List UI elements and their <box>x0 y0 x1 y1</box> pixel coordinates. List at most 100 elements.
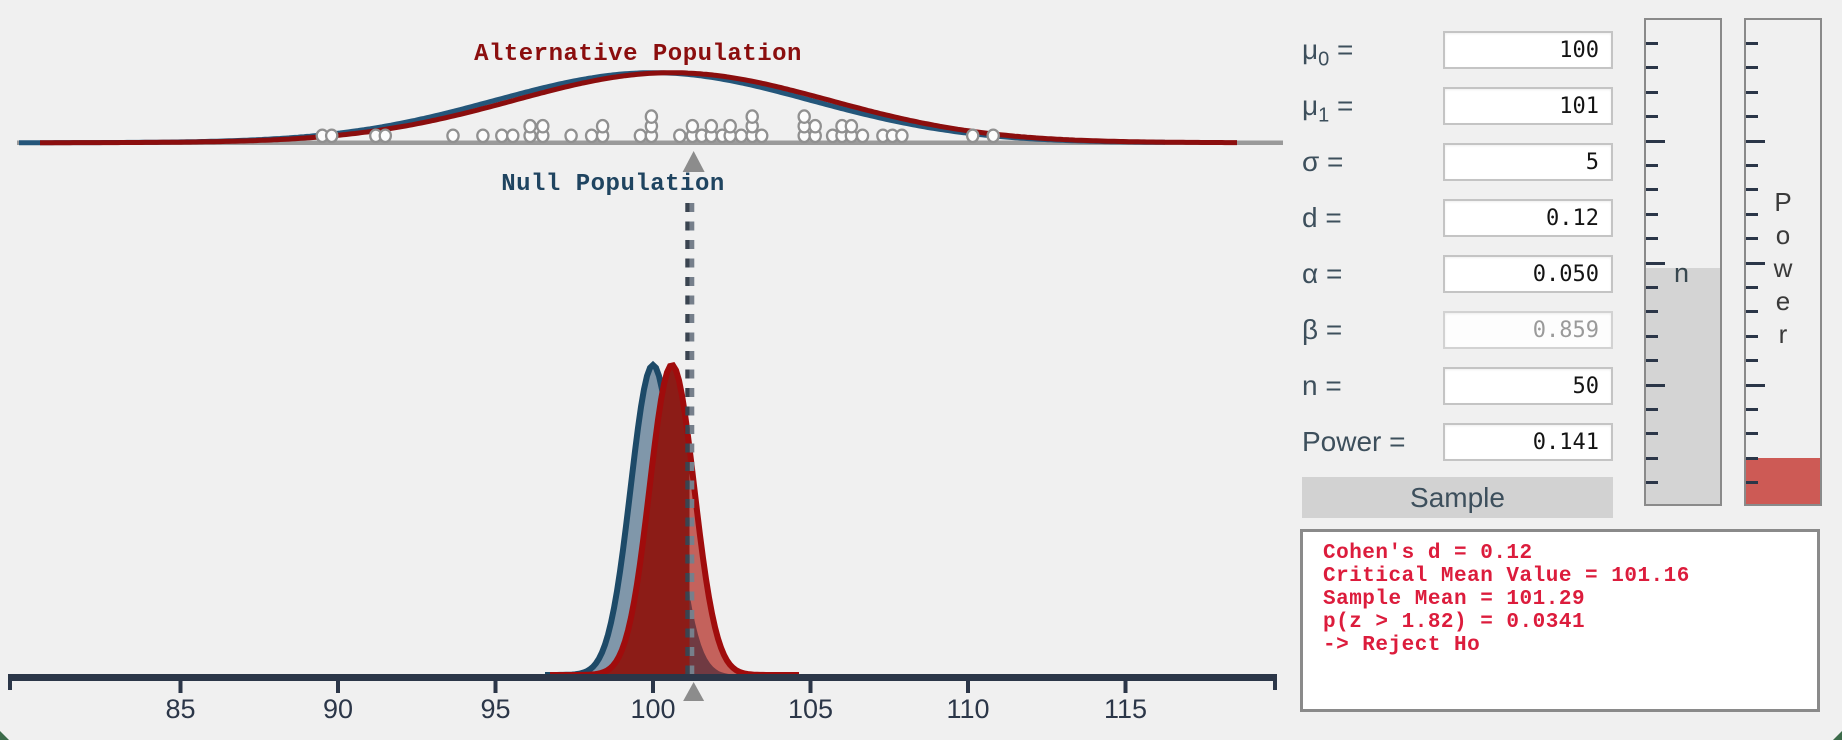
x-axis-tick-label: 105 <box>788 694 833 724</box>
null-population-label: Null Population <box>501 171 725 198</box>
slider-n-tick <box>1646 383 1665 387</box>
beta-region <box>550 365 690 675</box>
slider-n-tick <box>1646 334 1658 338</box>
power-label-letter: o <box>1775 220 1791 250</box>
d-input[interactable] <box>1443 199 1613 237</box>
slider-power-tick <box>1746 310 1758 314</box>
slider-power-tick <box>1746 42 1758 45</box>
n-slider-label: n <box>1674 258 1690 288</box>
power-label-letter: r <box>1778 319 1788 349</box>
slider-power-tick <box>1746 139 1765 143</box>
slider-n-tick <box>1646 261 1665 265</box>
slider-n-tick <box>1646 66 1658 70</box>
x-axis-tick <box>808 681 813 693</box>
slider-power-tick <box>1746 164 1758 167</box>
slider-n-tick <box>1646 310 1658 314</box>
result-line-4: -> Reject Ho <box>1323 634 1481 657</box>
alpha-input[interactable] <box>1443 255 1613 293</box>
sample-button[interactable]: Sample <box>1302 477 1613 518</box>
slider-power-tick <box>1746 359 1758 363</box>
slider-power-tick <box>1746 383 1765 387</box>
critical-value-line[interactable] <box>685 203 695 674</box>
x-axis-tick <box>178 681 183 693</box>
x-axis-tick <box>651 681 655 693</box>
x-axis-tick-label: 115 <box>1104 694 1147 724</box>
slider-n-tick <box>1646 42 1658 45</box>
x-axis-tick <box>1123 681 1128 693</box>
alpha-overlap-region <box>689 594 790 675</box>
x-axis-tick-label: 90 <box>323 694 353 724</box>
slider-power-tick <box>1746 188 1758 192</box>
x-axis-tick-label: 85 <box>165 694 195 724</box>
beta-label: β = <box>1302 314 1343 345</box>
mu1-input[interactable] <box>1443 87 1613 125</box>
sigma-label: σ = <box>1302 146 1344 177</box>
slider-power-tick <box>1746 286 1758 289</box>
x-axis-end-tick-right <box>1273 674 1277 690</box>
result-line-3: p(z > 1.82) = 0.0341 <box>1323 611 1586 634</box>
x-axis-tick-label: 100 <box>630 694 675 724</box>
x-axis-tick-label: 110 <box>946 694 989 724</box>
slider-n-tick <box>1646 408 1658 411</box>
slider-n-tick <box>1646 212 1658 216</box>
slider-n-tick <box>1646 237 1658 241</box>
slider-n-tick <box>1646 286 1658 289</box>
x-axis-tick <box>966 681 970 693</box>
power-label-letter: w <box>1773 253 1793 283</box>
sample-mean-marker-top <box>682 151 705 172</box>
slider-n-tick <box>1646 432 1658 436</box>
slider-n-tick <box>1646 164 1658 167</box>
result-line-2: Sample Mean = 101.29 <box>1323 588 1586 611</box>
results-output-box: Cohen's d = 0.12 Critical Mean Value = 10… <box>1300 529 1820 712</box>
slider-power-tick <box>1746 408 1758 411</box>
x-axis-tick <box>493 681 498 693</box>
x-axis-tick-label: 95 <box>480 694 510 724</box>
slider-n-tick <box>1646 139 1665 143</box>
sigma-input[interactable] <box>1443 143 1613 181</box>
alternative-population-label: Alternative Population <box>474 41 802 68</box>
slider-n-tick <box>1646 456 1658 460</box>
mu0-label: μ0 = <box>1302 34 1354 71</box>
slider-power-tick <box>1746 261 1765 265</box>
slider-power-tick <box>1746 90 1758 94</box>
slider-n-tick <box>1646 481 1658 485</box>
slider-power-tick <box>1746 115 1758 119</box>
alpha-label: α = <box>1302 258 1343 289</box>
result-line-1: Critical Mean Value = 101.16 <box>1323 565 1690 588</box>
sample-mean-marker-bottom <box>683 682 705 701</box>
x-axis-end-tick-left <box>8 674 12 690</box>
power-label: Power = <box>1302 426 1406 457</box>
slider-n-tick <box>1646 90 1658 94</box>
mu1-label: μ1 = <box>1302 90 1354 127</box>
d-label: d = <box>1302 202 1342 233</box>
x-axis-tick <box>336 681 340 693</box>
alternative-population-curve <box>40 70 1237 146</box>
slider-power-tick <box>1746 212 1758 216</box>
slider-power-tick <box>1746 66 1758 70</box>
slider-n-tick <box>1646 188 1658 192</box>
power-input[interactable] <box>1443 423 1613 461</box>
mu0-input[interactable] <box>1443 31 1613 69</box>
result-line-0: Cohen's d = 0.12 <box>1323 542 1533 565</box>
slider-power-tick <box>1746 237 1758 241</box>
slider-power-tick <box>1746 456 1758 460</box>
slider-power-tick <box>1746 432 1758 436</box>
sample-points <box>315 109 1000 144</box>
resize-grip-right-icon[interactable] <box>1833 731 1842 740</box>
n-input[interactable] <box>1443 367 1613 405</box>
power-label-letter: P <box>1774 187 1792 217</box>
x-axis <box>8 674 1277 681</box>
power-slider-fill <box>1746 458 1820 504</box>
beta-input[interactable] <box>1443 311 1613 349</box>
resize-grip-left-icon[interactable] <box>0 731 9 740</box>
n-slider[interactable]: n <box>1644 18 1722 506</box>
slider-power-tick <box>1746 334 1758 338</box>
slider-n-tick <box>1646 359 1658 363</box>
slider-n-tick <box>1646 115 1658 119</box>
n-label: n = <box>1302 370 1342 401</box>
slider-power-tick <box>1746 481 1758 485</box>
